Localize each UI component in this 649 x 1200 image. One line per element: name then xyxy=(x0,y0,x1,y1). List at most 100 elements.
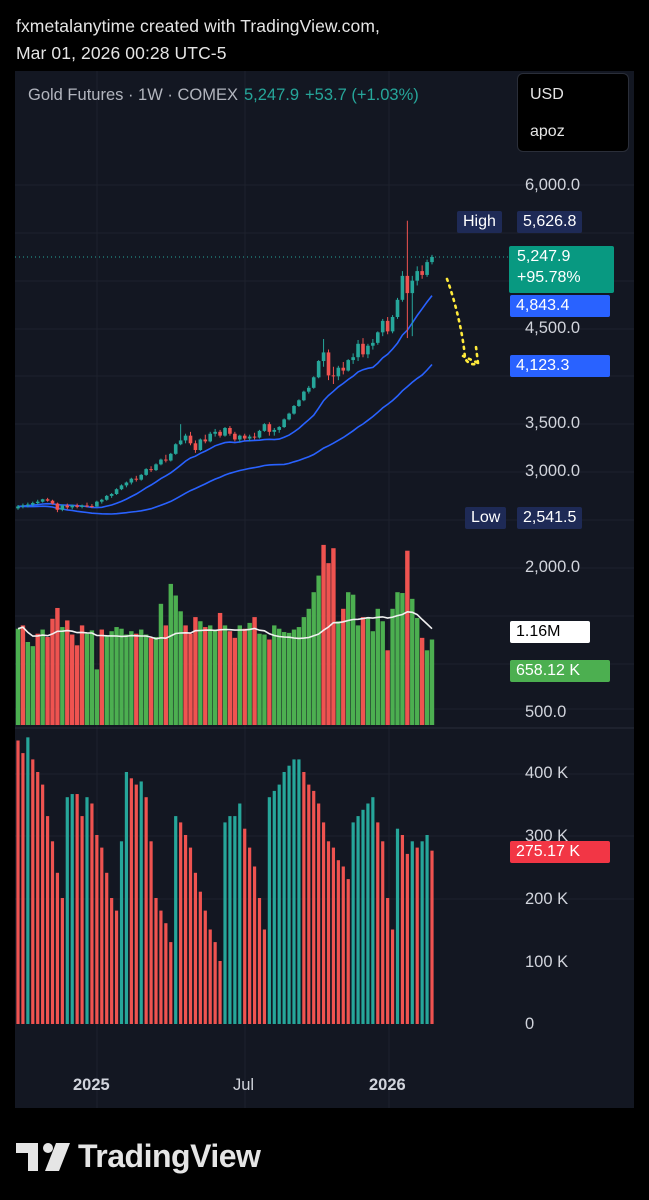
volume-bar xyxy=(286,632,292,725)
oi-tick: 200 K xyxy=(525,890,569,908)
candle-body xyxy=(85,505,89,507)
oi-bar xyxy=(395,828,400,1024)
candle-body xyxy=(326,352,331,376)
volume-bar xyxy=(212,629,218,725)
volume-bar xyxy=(301,617,307,725)
oi-bar xyxy=(282,772,286,1024)
price-tick: 4,500.0 xyxy=(525,319,581,337)
oi-bar xyxy=(361,809,365,1024)
volume-bar xyxy=(20,625,26,725)
currency-option[interactable]: USD xyxy=(530,86,564,103)
candle-body xyxy=(203,439,208,442)
candle-body xyxy=(361,343,365,355)
low-value-tag: 2,541.5 xyxy=(517,507,583,529)
volume-bar xyxy=(208,625,213,725)
candle-body xyxy=(208,433,213,442)
candle-body xyxy=(40,499,45,502)
oi-bar xyxy=(55,872,60,1024)
volume-bar xyxy=(346,592,351,725)
oi-bar xyxy=(430,850,434,1024)
oi-bar xyxy=(307,784,311,1024)
candle-body xyxy=(75,505,79,507)
candle-body xyxy=(400,275,405,300)
volume-bar xyxy=(129,631,134,725)
candle-body xyxy=(297,400,301,406)
volume-bar xyxy=(45,637,50,725)
volume-bar xyxy=(311,592,316,725)
candle-body xyxy=(336,367,341,377)
candle-body xyxy=(173,444,178,454)
oi-bar xyxy=(292,759,296,1024)
volume-bar xyxy=(395,592,400,725)
candle-body xyxy=(390,317,395,332)
volume-bar xyxy=(104,635,109,725)
oi-bar xyxy=(331,847,336,1024)
candle-body xyxy=(188,435,193,444)
oi-bar xyxy=(252,866,257,1024)
ma-slow-tag: 4,123.3 xyxy=(510,355,610,377)
candle-body xyxy=(213,431,217,434)
date-tick: 2025 xyxy=(73,1076,110,1094)
oi-bar xyxy=(95,835,99,1024)
candle-body xyxy=(316,361,321,378)
chart-canvas[interactable] xyxy=(15,71,634,1108)
oi-bar xyxy=(267,797,271,1024)
volume-bar xyxy=(272,625,277,725)
currency-unit-menu[interactable]: USD apoz xyxy=(517,73,629,152)
oi-bar xyxy=(110,898,114,1024)
candle-body xyxy=(198,439,203,450)
oi-bar xyxy=(248,847,252,1024)
candle-body xyxy=(415,271,420,281)
volume-bar xyxy=(375,608,380,725)
volume-bar xyxy=(321,544,326,725)
oi-bar xyxy=(169,942,173,1024)
oi-bar xyxy=(243,828,247,1024)
oi-tick: 0 xyxy=(525,1015,535,1033)
symbol-legend[interactable]: Gold Futures · 1W · COMEX 5,247.9 +53.7 (+… xyxy=(28,86,419,105)
volume-bar xyxy=(350,594,356,725)
chart-panel[interactable] xyxy=(15,71,634,1108)
volume-bar xyxy=(419,637,425,725)
volume-bar xyxy=(291,629,297,725)
last-price-tag: 5,247.9 +95.78% xyxy=(509,246,614,293)
high-label: High xyxy=(457,211,502,233)
oi-bar xyxy=(179,822,183,1024)
oi-bar xyxy=(336,860,340,1024)
oi-bar xyxy=(262,929,267,1024)
oi-bar xyxy=(321,822,326,1024)
candle-body xyxy=(35,501,40,504)
oi-bar xyxy=(60,898,64,1024)
candle-body xyxy=(149,469,153,471)
candle-body xyxy=(272,429,277,432)
oi-bar xyxy=(213,942,217,1024)
candle-body xyxy=(371,342,375,346)
candle-body xyxy=(351,357,355,361)
oi-bar xyxy=(376,822,380,1024)
volume-bar xyxy=(79,625,85,725)
candle-body xyxy=(178,440,183,445)
attribution-author: fxmetalanytime created with TradingView.… xyxy=(16,16,380,36)
oi-bar xyxy=(366,803,370,1024)
oi-bar xyxy=(31,759,35,1024)
volume-bar xyxy=(232,637,238,725)
volume-bar xyxy=(65,620,70,725)
candle-body xyxy=(375,332,380,343)
oi-bar xyxy=(297,759,301,1024)
volume-bar xyxy=(143,634,149,725)
oi-bar xyxy=(405,853,409,1024)
candle-body xyxy=(109,494,114,496)
volume-bar xyxy=(326,563,331,725)
unit-option[interactable]: apoz xyxy=(530,123,565,140)
volume-bar xyxy=(203,627,208,725)
volume-bar xyxy=(410,598,415,725)
volume-bar xyxy=(341,608,346,725)
candle-body xyxy=(124,482,129,486)
volume-bar xyxy=(94,669,100,725)
volume-bar xyxy=(74,645,80,725)
candle-body xyxy=(134,478,139,480)
volume-bar xyxy=(296,627,302,725)
volume-last-tag: 658.12 K xyxy=(510,660,610,682)
candle-body xyxy=(405,275,410,294)
candle-body xyxy=(262,424,267,431)
oi-bar xyxy=(129,778,133,1024)
